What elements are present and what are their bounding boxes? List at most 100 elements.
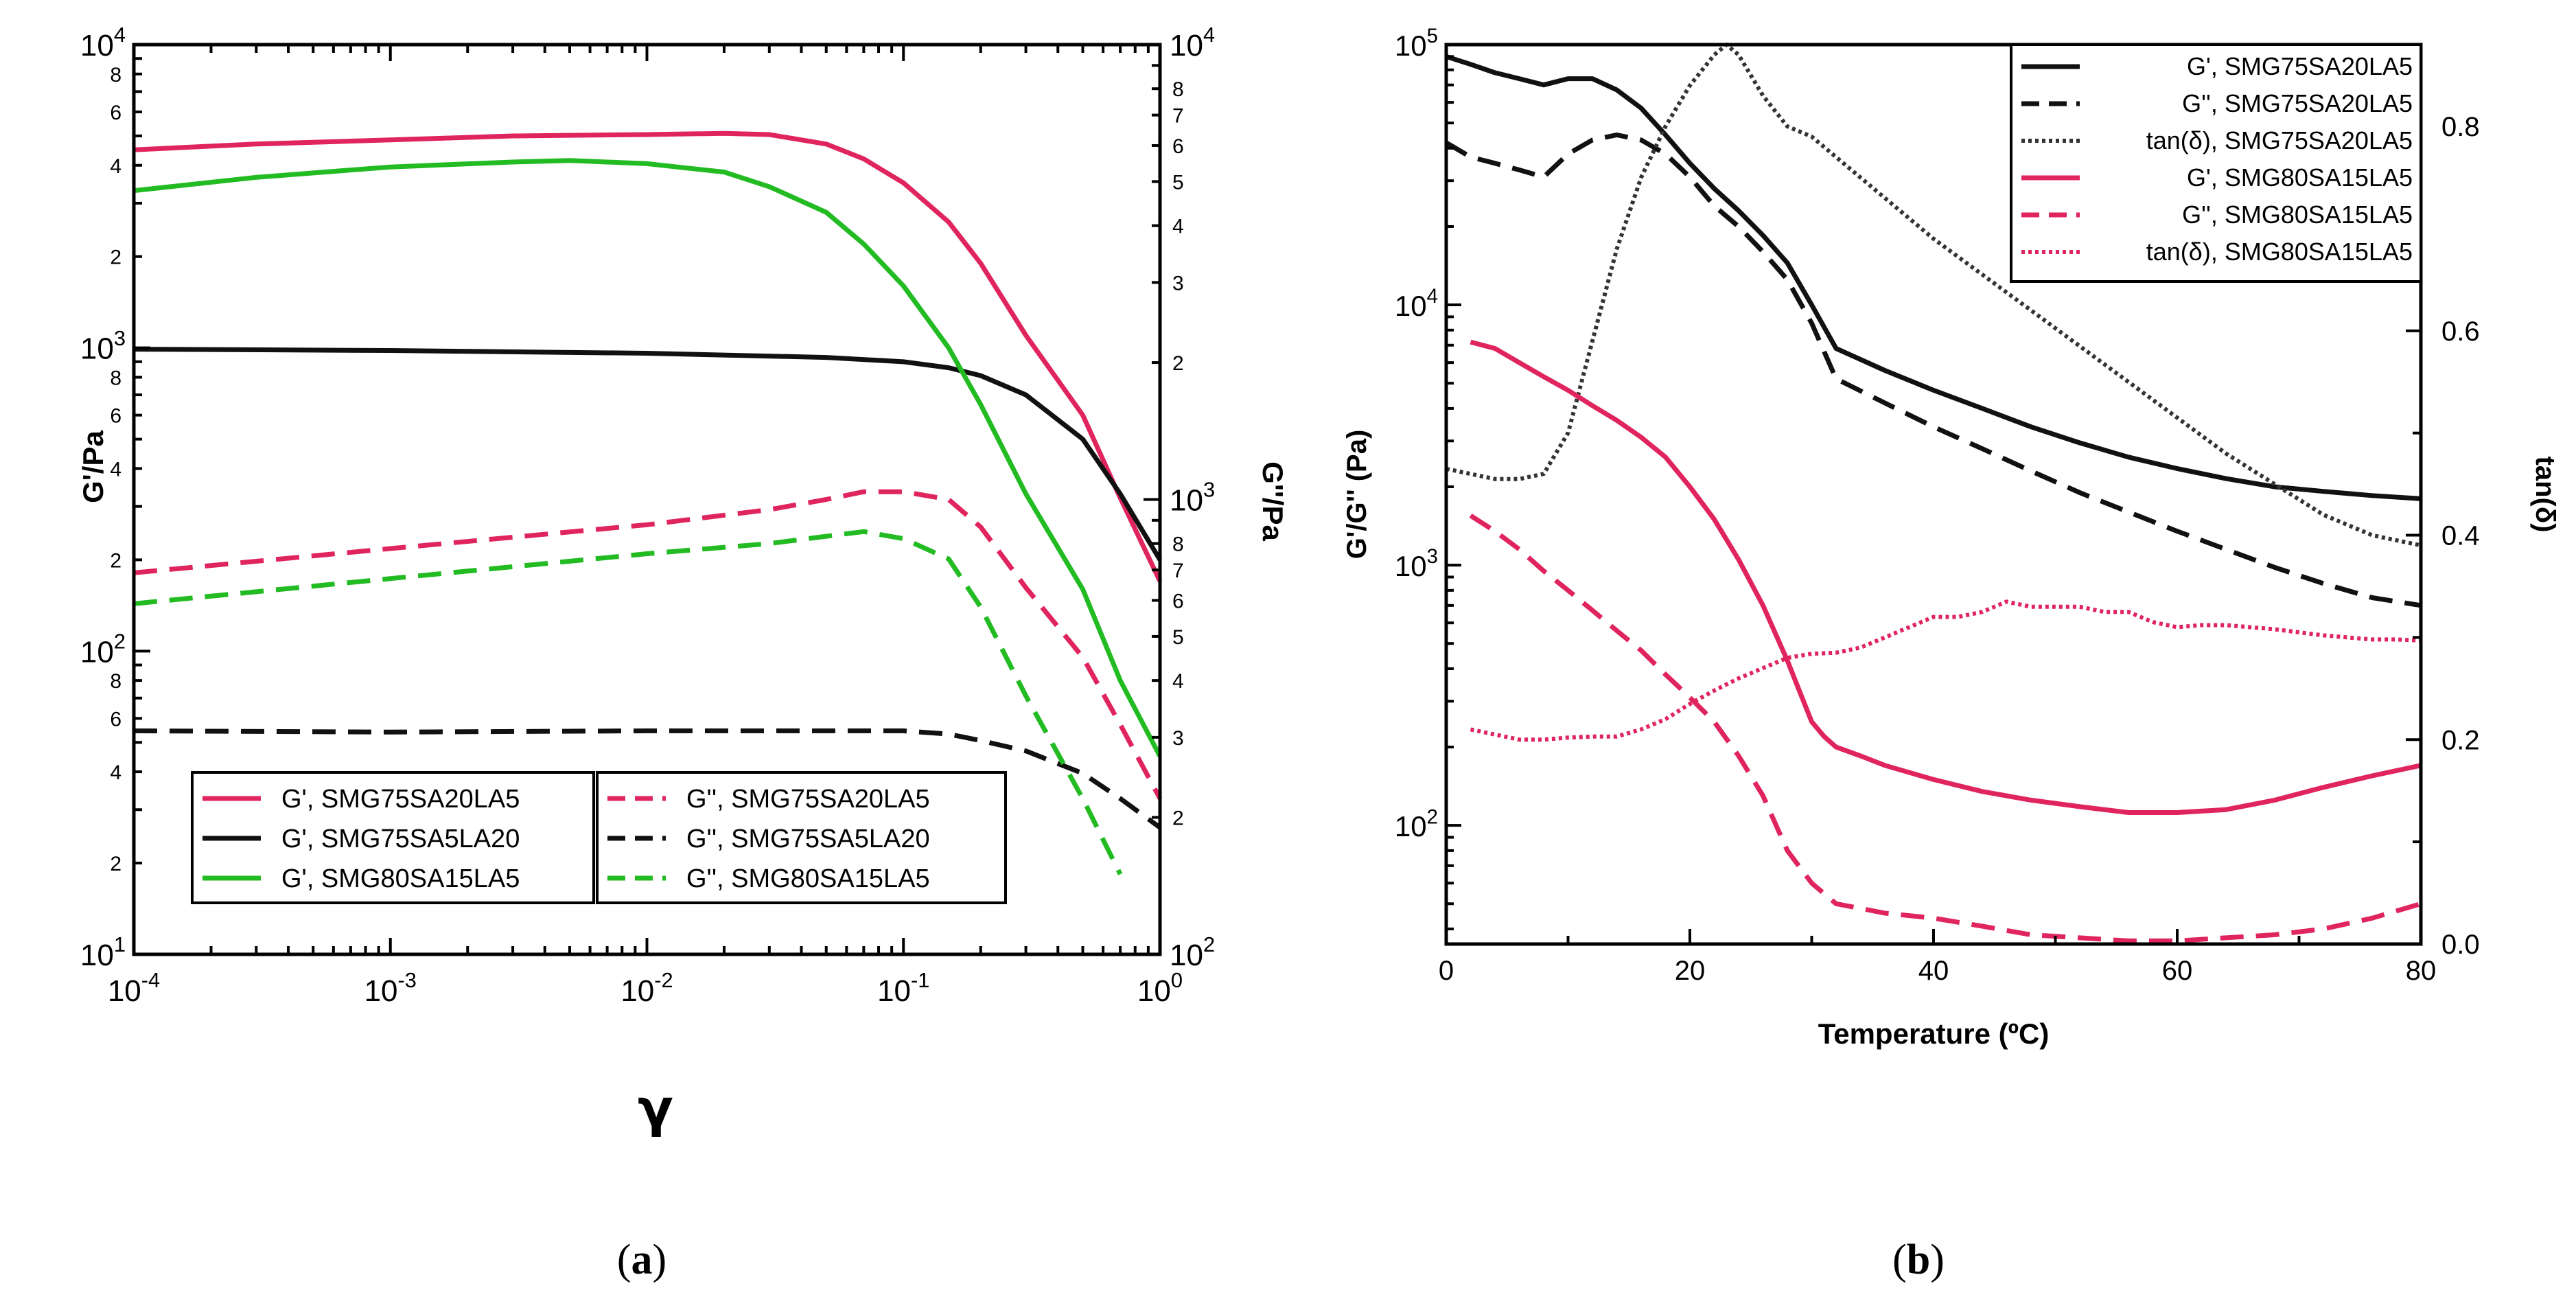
panel-b-caption: (b) <box>1892 1237 1945 1283</box>
x-tick-label-exponent: -3 <box>398 968 417 992</box>
series-line-0 <box>1445 54 2422 501</box>
y-left-tick-label-base: 10 <box>80 332 114 366</box>
y-left-tick-label: 103 <box>80 326 126 366</box>
panel-a-chart: 10-4 10-3 10-2 10-1 100101102103104246824682… <box>77 23 1289 1138</box>
y-right-tick-label: 104 <box>1170 23 1215 62</box>
series-line-2 <box>133 158 1163 758</box>
y-right-minor-tick-label: 5 <box>1172 626 1184 649</box>
x-axis-title: γ <box>638 1077 673 1138</box>
y-left-tick-label: 102 <box>80 630 126 669</box>
legend-entry-label: tan(δ), SMG75SA20LA5 <box>2146 126 2413 154</box>
y-left-minor-tick-label: 8 <box>110 367 121 389</box>
x-tick-label: 20 <box>1675 956 1706 986</box>
y-left-axis-title: G'/G'' (Pa) <box>1342 430 1372 560</box>
series-line-0 <box>133 130 1163 583</box>
y-left-tick-label-exponent: 1 <box>114 932 126 956</box>
series-line-3 <box>133 489 1163 800</box>
y-left-tick-label-exponent: 4 <box>114 23 126 47</box>
y-left-tick-label-exponent: 3 <box>1427 545 1438 568</box>
y-left-minor-tick-label: 8 <box>110 64 121 87</box>
y-left-tick-label: 102 <box>1395 805 1438 842</box>
y-left-tick-label-base: 10 <box>1395 30 1427 62</box>
x-tick-label: 100 <box>1137 968 1183 1008</box>
y-left-minor-tick-label: 4 <box>110 458 121 481</box>
y-right-minor-tick-label: 6 <box>1172 590 1184 612</box>
x-tick-label: 10-4 <box>108 968 160 1008</box>
y-right-tick-label: 0.6 <box>2441 317 2480 347</box>
legend-box <box>2010 43 2422 283</box>
y-left-tick-label: 104 <box>1395 285 1438 322</box>
y-right-minor-tick-label: 5 <box>1172 171 1184 194</box>
y-left-tick-label-base: 10 <box>1395 810 1427 842</box>
y-right-minor-tick-label: 3 <box>1172 727 1184 750</box>
panel-a-caption-close: ) <box>653 1237 667 1283</box>
legend-entry-label: tan(δ), SMG80SA15LA5 <box>2146 238 2413 266</box>
x-tick-label: 80 <box>2406 956 2437 986</box>
legend-entry-label: G', SMG75SA5LA20 <box>281 825 520 853</box>
y-right-minor-tick-label: 6 <box>1172 135 1184 158</box>
x-tick-label: 10-3 <box>364 968 417 1008</box>
y-left-tick-label-base: 10 <box>1395 290 1427 322</box>
panel-a-caption: (a) <box>617 1237 666 1283</box>
panel-b-caption-open: ( <box>1892 1237 1907 1283</box>
y-right-minor-tick-label: 8 <box>1172 78 1184 101</box>
legend-entry-label: G', SMG75SA20LA5 <box>281 785 520 814</box>
series-line-5 <box>1470 599 2422 742</box>
y-left-minor-tick-label: 2 <box>110 549 121 572</box>
y-left-tick-label: 103 <box>1395 545 1438 582</box>
y-right-minor-tick-label: 3 <box>1172 272 1184 295</box>
series-line-4 <box>1469 514 2422 943</box>
y-right-tick-label-base: 10 <box>1170 29 1203 62</box>
panel-b-caption-letter: b <box>1907 1237 1930 1283</box>
y-right-minor-tick-label: 7 <box>1172 560 1184 582</box>
y-left-minor-tick-label: 6 <box>110 405 121 428</box>
legend-entry-label: G'', SMG75SA5LA20 <box>686 825 930 853</box>
y-right-minor-tick-label: 2 <box>1172 352 1184 375</box>
y-right-tick-label: 103 <box>1170 478 1215 518</box>
y-left-tick-label-base: 10 <box>80 635 114 669</box>
y-right-tick-label: 0.0 <box>2441 930 2480 960</box>
y-right-tick-label-exponent: 2 <box>1203 932 1215 956</box>
x-axis-title: Temperature (ºC) <box>1818 1018 2050 1050</box>
y-right-minor-tick-label: 7 <box>1172 105 1184 128</box>
legend-entry-label: G'', SMG75SA20LA5 <box>2182 89 2413 117</box>
series-line-4 <box>133 728 1162 830</box>
x-tick-label: 10-2 <box>620 968 673 1008</box>
y-right-tick-label-base: 10 <box>1170 939 1203 972</box>
y-left-minor-tick-label: 4 <box>110 155 121 178</box>
x-tick-label-base: 10 <box>1137 974 1171 1008</box>
series-line-5 <box>133 529 1123 875</box>
y-left-minor-tick-label: 4 <box>110 761 121 784</box>
x-tick-label: 0 <box>1439 956 1454 986</box>
y-right-minor-tick-label: 4 <box>1172 670 1184 693</box>
y-left-minor-tick-label: 2 <box>110 246 121 269</box>
y-left-tick-label-base: 10 <box>80 939 114 972</box>
legend-entry-label: G', SMG80SA15LA5 <box>2187 163 2413 192</box>
y-left-tick-label-base: 10 <box>1395 550 1427 582</box>
legend-entry-label: G', SMG75SA20LA5 <box>2187 52 2413 80</box>
y-right-tick-label: 0.4 <box>2441 521 2480 551</box>
y-left-minor-tick-label: 6 <box>110 102 121 124</box>
series-line-1 <box>1445 133 2422 608</box>
x-tick-label-base: 10 <box>620 974 654 1008</box>
x-tick-label: 60 <box>2162 956 2193 986</box>
x-tick-label-exponent: -1 <box>911 968 929 992</box>
y-right-tick-label: 0.8 <box>2441 112 2480 142</box>
y-left-tick-label: 104 <box>80 23 126 62</box>
y-left-tick-label-exponent: 2 <box>1427 805 1438 828</box>
series-line-3 <box>1470 339 2422 815</box>
x-tick-label: 40 <box>1918 956 1949 986</box>
y-right-tick-label: 0.2 <box>2441 725 2480 755</box>
x-tick-label-exponent: -4 <box>141 968 160 992</box>
x-tick-label: 10-1 <box>877 968 929 1008</box>
y-left-tick-label: 101 <box>80 932 126 972</box>
y-right-tick-label-exponent: 4 <box>1203 23 1215 47</box>
y-left-tick-label-exponent: 4 <box>1427 285 1438 308</box>
panel-a-caption-letter: a <box>631 1237 653 1283</box>
y-right-tick-label-base: 10 <box>1170 484 1203 518</box>
x-tick-label-base: 10 <box>877 974 911 1008</box>
series-line-1 <box>133 347 1162 562</box>
y-left-minor-tick-label: 2 <box>110 853 121 875</box>
y-right-tick-label-exponent: 3 <box>1203 478 1215 502</box>
